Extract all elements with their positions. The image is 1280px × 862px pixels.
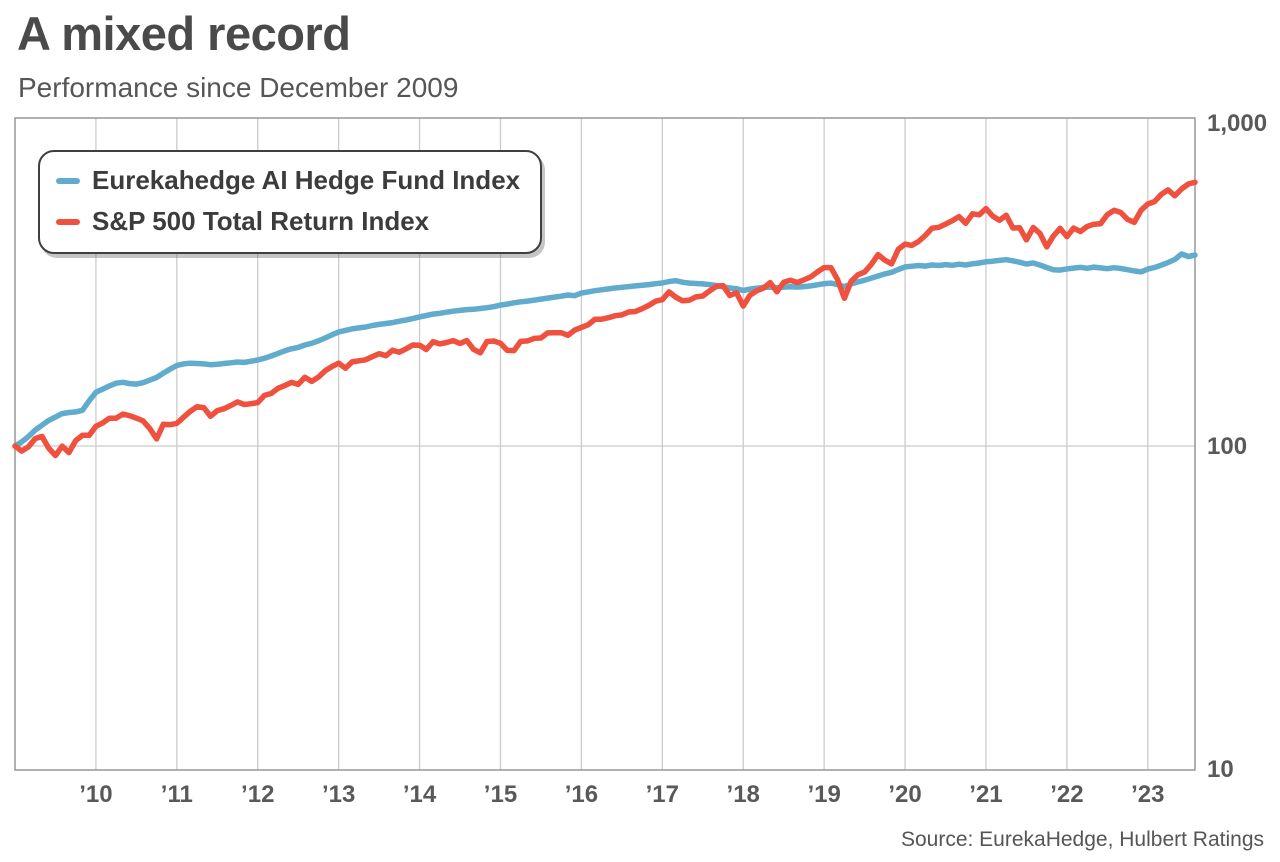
source-attribution: Source: EurekaHedge, Hulbert Ratings	[900, 828, 1264, 851]
chart-legend: Eurekahedge AI Hedge Fund Index S&P 500 …	[38, 150, 543, 254]
y-tick-label: 1,000	[1207, 110, 1267, 137]
sp500-line	[12, 179, 1198, 459]
legend-label-eurekahedge: Eurekahedge AI Hedge Fund Index	[92, 165, 521, 195]
red-line-swatch-icon	[56, 218, 80, 225]
x-tick-label: ’14	[403, 781, 437, 808]
x-tick-label: ’22	[1050, 781, 1083, 808]
chart-title: A mixed record	[17, 7, 351, 60]
y-tick-label: 100	[1207, 433, 1247, 460]
chart-subtitle: Performance since December 2009	[18, 72, 459, 103]
x-tick-label: ’10	[79, 781, 112, 808]
x-tick-label: ’19	[807, 781, 840, 808]
x-tick-label: ’11	[161, 781, 193, 808]
y-tick-label: 10	[1207, 756, 1234, 783]
x-tick-label: ’20	[888, 781, 921, 808]
legend-item-eurekahedge: Eurekahedge AI Hedge Fund Index	[56, 160, 520, 201]
legend-label-sp500: S&P 500 Total Return Index	[92, 206, 430, 236]
x-tick-label: ’23	[1131, 781, 1164, 808]
blue-line-swatch-icon	[56, 177, 80, 184]
legend-item-sp500: S&P 500 Total Return Index	[56, 201, 520, 242]
x-tick-label: ’12	[241, 781, 274, 808]
x-tick-label: ’13	[322, 781, 355, 808]
eurekahedge-line	[12, 251, 1198, 449]
x-tick-label: ’17	[646, 781, 679, 808]
x-tick-label: ’16	[565, 781, 598, 808]
x-tick-label: ’18	[727, 781, 760, 808]
x-tick-label: ’15	[484, 781, 517, 808]
x-tick-label: ’21	[969, 781, 1002, 808]
